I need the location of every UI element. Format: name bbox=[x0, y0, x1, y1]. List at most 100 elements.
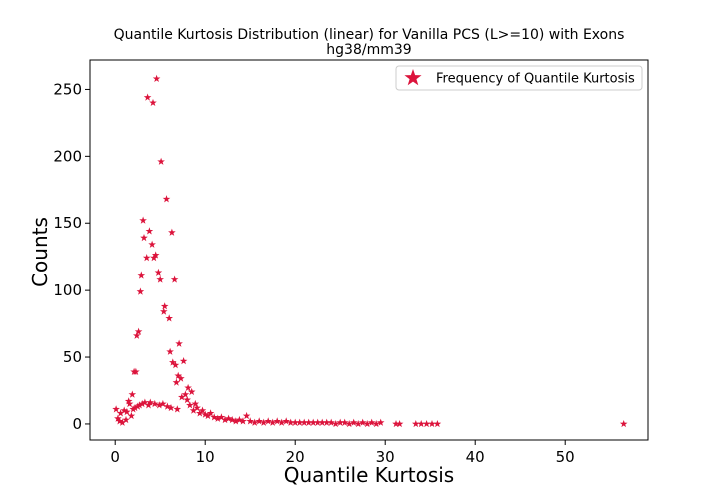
data-point bbox=[322, 418, 331, 426]
data-point bbox=[155, 401, 164, 409]
data-point bbox=[148, 240, 156, 248]
data-point bbox=[246, 417, 254, 425]
x-axis-ticks: 0 10 20 30 40 50 bbox=[110, 440, 575, 466]
data-point bbox=[221, 415, 229, 424]
data-point bbox=[125, 399, 134, 408]
data-point bbox=[179, 357, 188, 365]
chart-title: Quantile Kurtosis Distribution (linear) … bbox=[114, 27, 625, 43]
data-point bbox=[327, 418, 335, 426]
chart-subtitle: hg38/mm39 bbox=[326, 42, 411, 58]
data-point bbox=[349, 418, 358, 426]
data-point bbox=[135, 401, 144, 409]
data-point bbox=[123, 407, 131, 416]
data-point bbox=[140, 233, 148, 242]
data-point bbox=[331, 419, 340, 428]
data-point bbox=[141, 398, 149, 406]
data-point bbox=[224, 414, 233, 422]
data-point bbox=[210, 413, 218, 421]
data-point bbox=[143, 93, 152, 101]
legend-box bbox=[395, 65, 643, 91]
data-point bbox=[157, 157, 165, 165]
data-point bbox=[162, 195, 171, 203]
data-point bbox=[313, 418, 322, 426]
data-point bbox=[181, 390, 190, 398]
data-point bbox=[172, 378, 181, 386]
data-point bbox=[124, 397, 133, 405]
data-point bbox=[149, 98, 157, 107]
data-point bbox=[154, 268, 163, 276]
data-point bbox=[291, 418, 299, 426]
data-point bbox=[264, 417, 272, 425]
data-point bbox=[146, 398, 155, 406]
data-point bbox=[112, 405, 120, 413]
data-point bbox=[345, 419, 353, 428]
data-point bbox=[286, 418, 295, 426]
data-point bbox=[133, 331, 141, 339]
legend-star bbox=[404, 69, 422, 86]
data-point bbox=[367, 418, 376, 426]
data-point bbox=[392, 419, 400, 428]
data-point bbox=[259, 418, 268, 426]
data-point bbox=[168, 228, 176, 236]
data-point bbox=[193, 403, 201, 412]
y-axis-ticks: 0 50 100 150 200 250 bbox=[53, 80, 90, 433]
data-point bbox=[138, 399, 146, 408]
data-point bbox=[295, 418, 304, 426]
data-point bbox=[170, 275, 179, 283]
data-point bbox=[201, 410, 209, 418]
data-point bbox=[372, 419, 380, 428]
data-point bbox=[160, 307, 168, 315]
x-tick-label: 20 bbox=[286, 448, 305, 466]
data-point bbox=[309, 418, 317, 426]
data-point bbox=[282, 417, 290, 425]
data-point bbox=[232, 417, 240, 425]
data-point bbox=[191, 399, 200, 408]
data-point bbox=[273, 417, 281, 425]
y-tick-label: 250 bbox=[53, 80, 82, 98]
data-point bbox=[619, 419, 628, 428]
data-point bbox=[186, 401, 194, 409]
y-tick-label: 100 bbox=[53, 281, 82, 299]
data-point bbox=[133, 402, 142, 410]
data-point bbox=[242, 411, 251, 420]
data-point bbox=[159, 399, 167, 408]
data-point bbox=[175, 339, 183, 347]
data-point bbox=[160, 302, 169, 310]
x-tick-label: 50 bbox=[556, 448, 575, 466]
data-point bbox=[167, 403, 175, 412]
data-point bbox=[422, 419, 431, 428]
data-point bbox=[228, 415, 236, 424]
y-tick-label: 150 bbox=[53, 214, 82, 232]
data-point bbox=[118, 418, 127, 426]
x-tick-label: 10 bbox=[196, 448, 215, 466]
data-point bbox=[217, 413, 226, 421]
x-axis-label: Quantile Kurtosis bbox=[284, 463, 454, 487]
data-point bbox=[120, 406, 128, 414]
data-point bbox=[165, 314, 173, 322]
data-point bbox=[187, 387, 196, 396]
data-point bbox=[134, 327, 143, 335]
y-tick-label: 50 bbox=[63, 348, 82, 366]
data-point bbox=[354, 419, 362, 428]
y-tick-label: 200 bbox=[53, 147, 82, 165]
data-point bbox=[132, 367, 140, 375]
data-point bbox=[412, 419, 420, 428]
data-point bbox=[183, 395, 191, 404]
data-point bbox=[116, 409, 125, 417]
data-point bbox=[318, 418, 326, 426]
data-point bbox=[255, 417, 263, 425]
data-point bbox=[174, 371, 182, 380]
data-point bbox=[204, 411, 212, 420]
data-point bbox=[206, 409, 215, 417]
data-point bbox=[137, 271, 146, 279]
data-point bbox=[169, 358, 177, 366]
marker-layer bbox=[112, 74, 628, 428]
data-point bbox=[115, 417, 124, 425]
data-point bbox=[139, 216, 147, 224]
data-point bbox=[142, 254, 151, 262]
data-point bbox=[340, 418, 349, 426]
data-point bbox=[250, 418, 259, 426]
data-point bbox=[363, 419, 371, 428]
data-point bbox=[122, 415, 130, 424]
